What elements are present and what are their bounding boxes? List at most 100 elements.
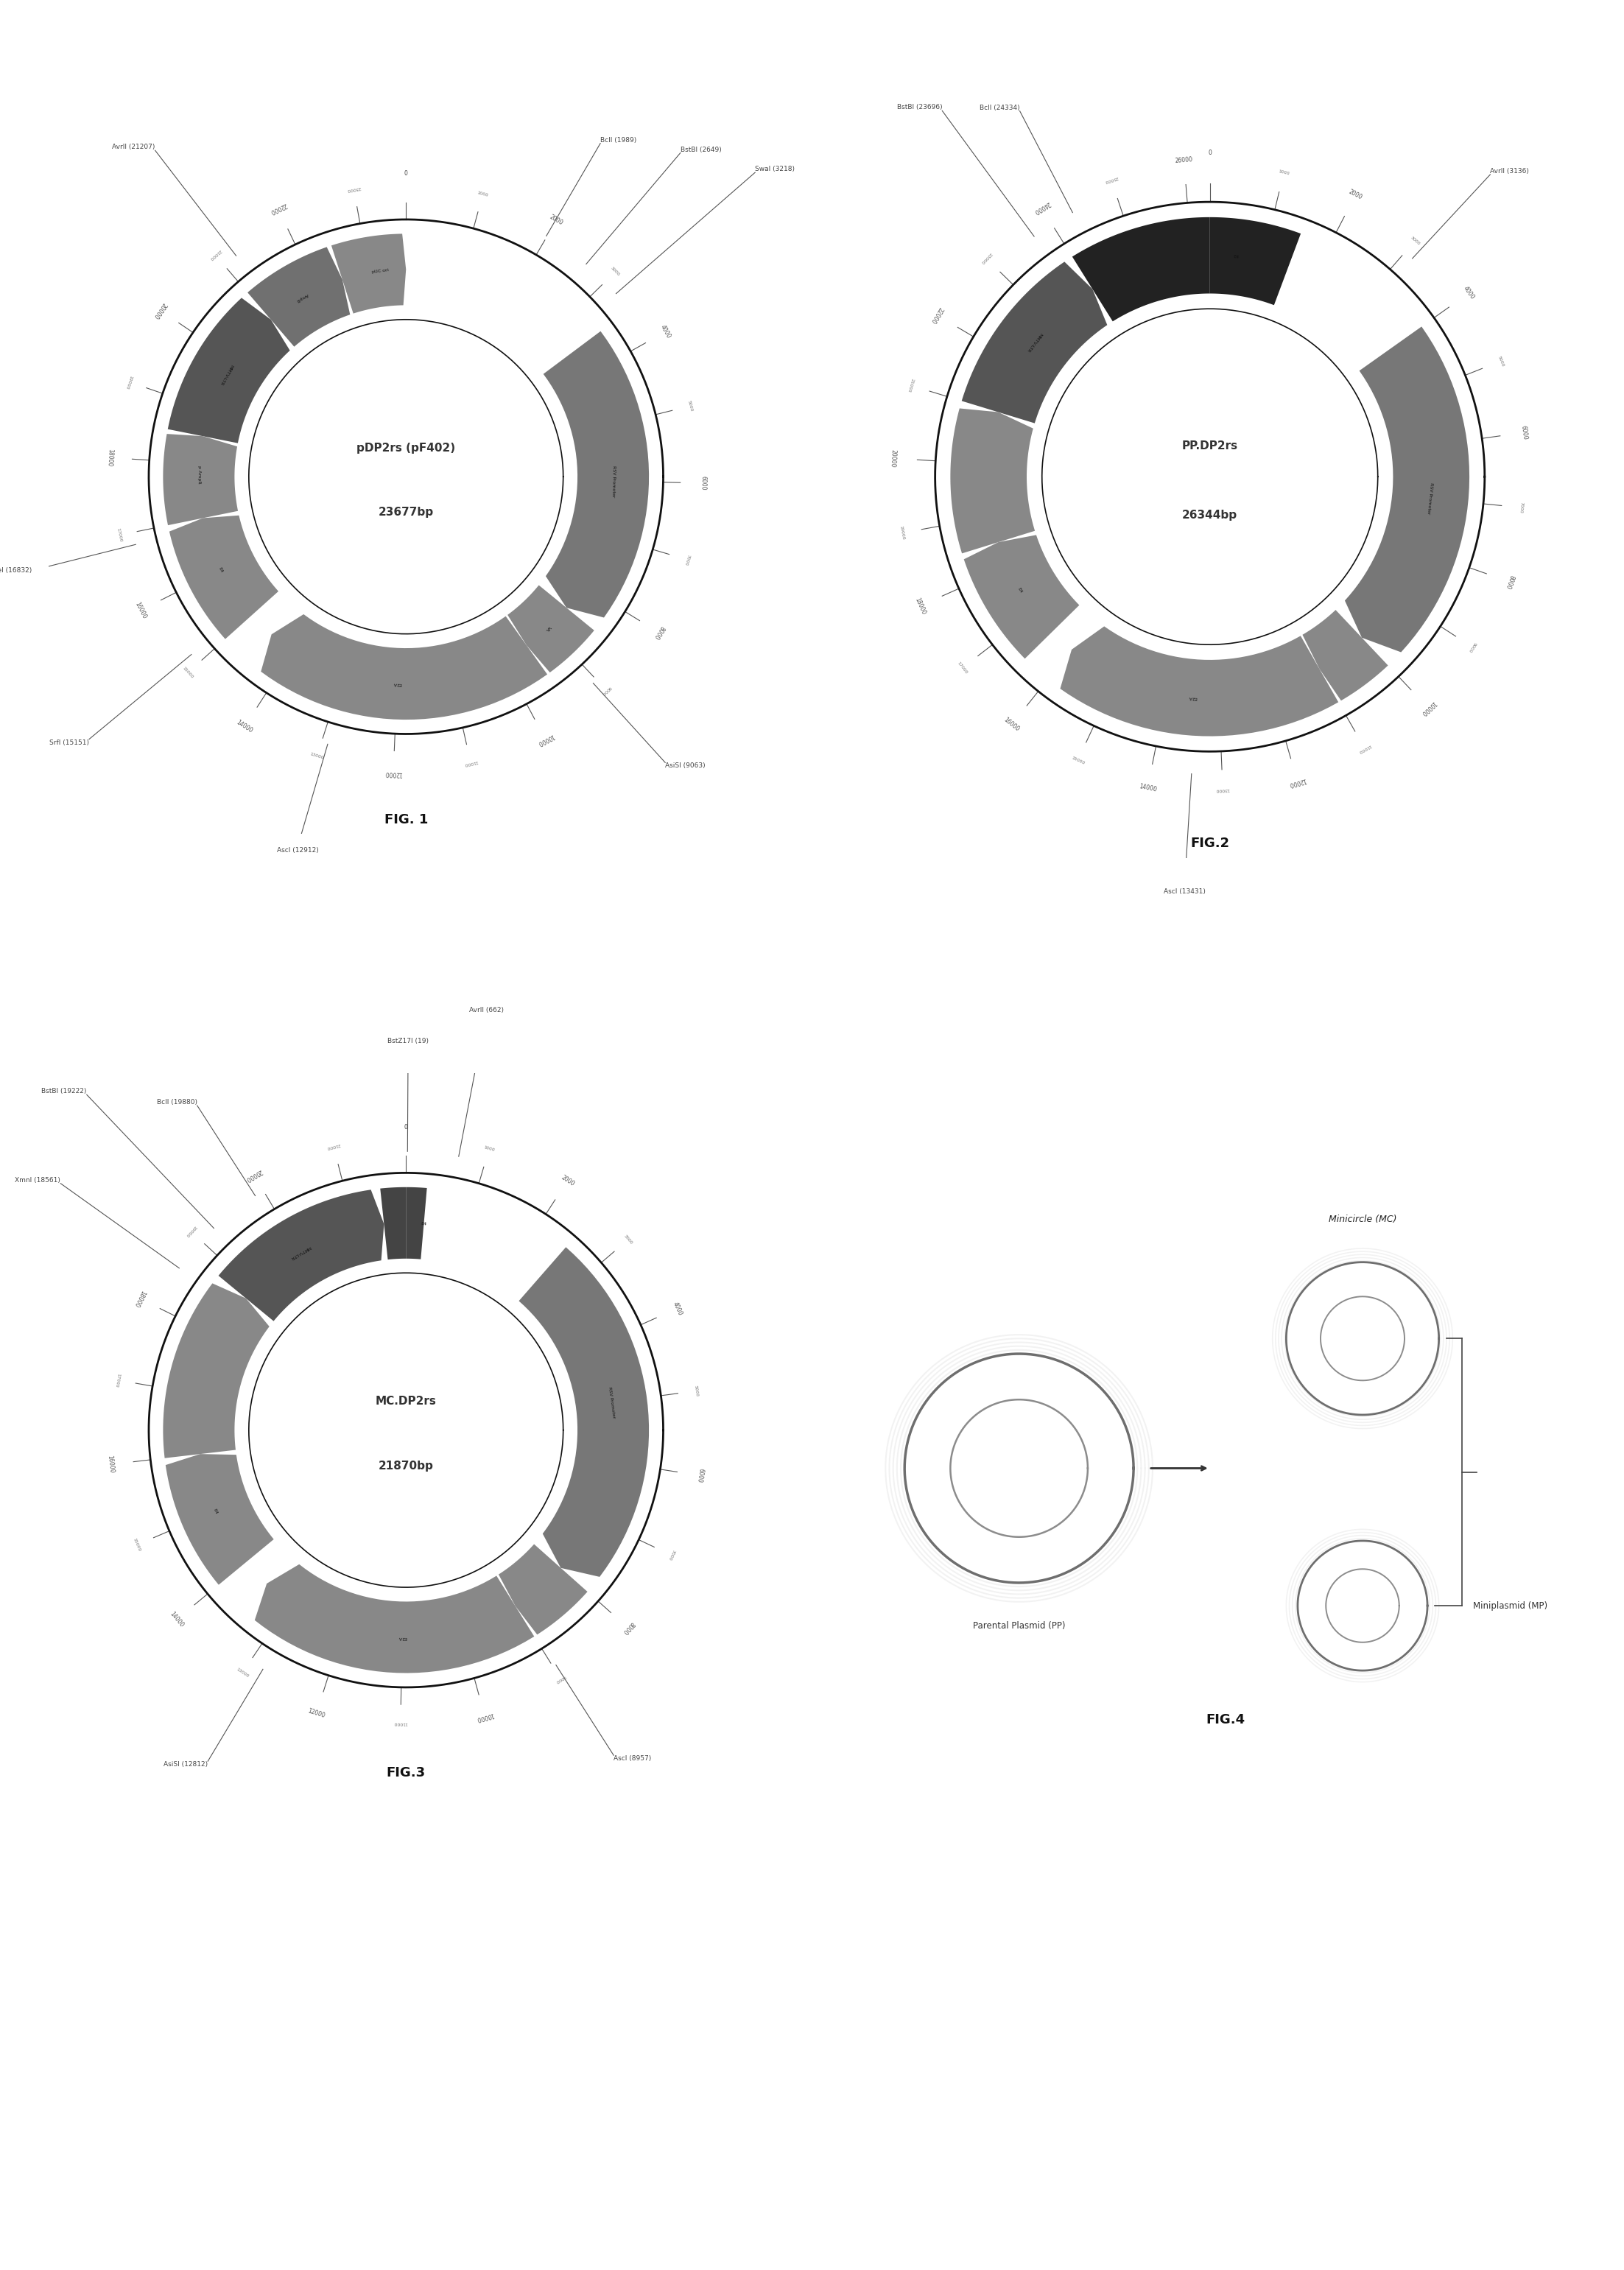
Polygon shape bbox=[380, 1187, 406, 1260]
Text: 0: 0 bbox=[1208, 150, 1212, 157]
Text: NdeI (16832): NdeI (16832) bbox=[0, 568, 32, 574]
Text: 7000: 7000 bbox=[684, 554, 690, 565]
Text: MMTV-LTR: MMTV-LTR bbox=[289, 1244, 310, 1260]
Text: 21870bp: 21870bp bbox=[378, 1460, 434, 1471]
Polygon shape bbox=[167, 297, 291, 443]
Text: AscI (8957): AscI (8957) bbox=[614, 1755, 651, 1762]
Polygon shape bbox=[247, 247, 351, 347]
Polygon shape bbox=[406, 1187, 427, 1260]
Text: 19000: 19000 bbox=[125, 375, 133, 388]
Text: 23000: 23000 bbox=[979, 252, 992, 266]
Text: FIG.2: FIG.2 bbox=[1190, 835, 1229, 849]
Text: XmnI (18561): XmnI (18561) bbox=[15, 1176, 60, 1183]
Text: 12000: 12000 bbox=[307, 1707, 326, 1718]
Text: 11000: 11000 bbox=[463, 758, 477, 765]
Text: 18000: 18000 bbox=[133, 1289, 146, 1308]
Text: 15000: 15000 bbox=[182, 665, 195, 679]
Text: SwaI (3218): SwaI (3218) bbox=[755, 166, 794, 173]
Text: 26000: 26000 bbox=[1174, 157, 1194, 163]
Text: 12000: 12000 bbox=[1288, 776, 1307, 788]
Text: 17000: 17000 bbox=[114, 1373, 120, 1387]
Polygon shape bbox=[499, 1544, 588, 1634]
Text: FIG.3: FIG.3 bbox=[387, 1766, 425, 1780]
Text: 9000: 9000 bbox=[555, 1675, 567, 1684]
Text: 6000: 6000 bbox=[695, 1469, 705, 1482]
Text: 10000: 10000 bbox=[1419, 699, 1437, 715]
Text: AvrII (662): AvrII (662) bbox=[469, 1006, 503, 1012]
Text: E4: E4 bbox=[1017, 588, 1023, 595]
Polygon shape bbox=[219, 1189, 383, 1321]
Text: SrfI (15151): SrfI (15151) bbox=[49, 740, 89, 747]
Polygon shape bbox=[544, 331, 650, 617]
Text: Miniplasmid (MP): Miniplasmid (MP) bbox=[1473, 1600, 1548, 1609]
Text: 16000: 16000 bbox=[107, 1455, 115, 1473]
Text: BstBI (23696): BstBI (23696) bbox=[896, 104, 942, 111]
Polygon shape bbox=[965, 536, 1080, 658]
Text: MMTV-LTR: MMTV-LTR bbox=[1026, 331, 1043, 352]
Text: 15000: 15000 bbox=[132, 1537, 141, 1553]
Text: 17000: 17000 bbox=[115, 529, 122, 543]
Polygon shape bbox=[961, 261, 1108, 422]
Polygon shape bbox=[1302, 611, 1389, 701]
Text: AvrII (21207): AvrII (21207) bbox=[112, 143, 156, 150]
Text: FIG. 1: FIG. 1 bbox=[385, 813, 427, 826]
Text: 21000: 21000 bbox=[208, 247, 221, 261]
Text: MMTV-LTR: MMTV-LTR bbox=[218, 363, 232, 386]
Text: 2000: 2000 bbox=[1348, 188, 1364, 200]
Text: 4000: 4000 bbox=[1462, 286, 1476, 302]
Text: E4: E4 bbox=[1233, 254, 1239, 259]
Text: pDP2rs (pF402): pDP2rs (pF402) bbox=[357, 443, 455, 454]
Text: AvrII (3136): AvrII (3136) bbox=[1491, 168, 1530, 175]
Text: BstBI (19222): BstBI (19222) bbox=[42, 1087, 86, 1094]
Text: 7000: 7000 bbox=[1518, 502, 1523, 513]
Text: PP.DP2rs: PP.DP2rs bbox=[1182, 440, 1237, 452]
Text: 10000: 10000 bbox=[476, 1712, 494, 1723]
Text: 0: 0 bbox=[404, 170, 408, 177]
Text: 11000: 11000 bbox=[1358, 745, 1372, 754]
Text: BstBI (2649): BstBI (2649) bbox=[680, 145, 721, 152]
Text: 6000: 6000 bbox=[700, 477, 706, 490]
Polygon shape bbox=[169, 515, 278, 640]
Text: 20000: 20000 bbox=[245, 1167, 263, 1183]
Text: 13000: 13000 bbox=[235, 1668, 248, 1678]
Polygon shape bbox=[331, 234, 406, 313]
Text: 5000: 5000 bbox=[1497, 354, 1504, 368]
Text: 14000: 14000 bbox=[235, 720, 253, 733]
Text: 13000: 13000 bbox=[310, 751, 325, 760]
Text: 21000: 21000 bbox=[906, 377, 914, 393]
Polygon shape bbox=[162, 1283, 270, 1457]
Polygon shape bbox=[950, 409, 1034, 554]
Text: E2A: E2A bbox=[398, 1634, 406, 1639]
Text: 20000: 20000 bbox=[153, 302, 167, 320]
Text: BclI (1989): BclI (1989) bbox=[601, 136, 637, 143]
Text: AsiSI (9063): AsiSI (9063) bbox=[666, 763, 705, 770]
Text: RSV Promoter: RSV Promoter bbox=[1427, 484, 1434, 515]
Text: 19000: 19000 bbox=[185, 1226, 197, 1237]
Text: 15000: 15000 bbox=[1070, 756, 1085, 765]
Polygon shape bbox=[508, 586, 594, 672]
Polygon shape bbox=[1210, 218, 1301, 304]
Text: 11000: 11000 bbox=[393, 1721, 408, 1725]
Text: 8000: 8000 bbox=[620, 1621, 635, 1634]
Text: 4000: 4000 bbox=[659, 325, 672, 340]
Text: 16000: 16000 bbox=[1002, 717, 1020, 733]
Polygon shape bbox=[518, 1246, 650, 1578]
Text: 22000: 22000 bbox=[929, 306, 944, 325]
Text: BstZ17I (19): BstZ17I (19) bbox=[388, 1037, 429, 1044]
Text: 25000: 25000 bbox=[1104, 175, 1119, 184]
Text: 23677bp: 23677bp bbox=[378, 506, 434, 518]
Text: 20000: 20000 bbox=[888, 449, 896, 468]
Text: AscI (13431): AscI (13431) bbox=[1163, 888, 1205, 894]
Text: 1000: 1000 bbox=[482, 1146, 495, 1153]
Text: 1000: 1000 bbox=[477, 191, 489, 197]
Text: 0: 0 bbox=[404, 1124, 408, 1130]
Text: 10000: 10000 bbox=[536, 733, 555, 747]
Text: E2A: E2A bbox=[393, 681, 401, 686]
Text: 1000: 1000 bbox=[1278, 170, 1289, 175]
Text: 17000: 17000 bbox=[957, 661, 968, 674]
Text: AmpR: AmpR bbox=[296, 293, 309, 302]
Text: 5000: 5000 bbox=[693, 1385, 698, 1396]
Text: 22000: 22000 bbox=[268, 202, 287, 216]
Text: p AmpR: p AmpR bbox=[197, 465, 201, 484]
Text: 8000: 8000 bbox=[1504, 574, 1515, 590]
